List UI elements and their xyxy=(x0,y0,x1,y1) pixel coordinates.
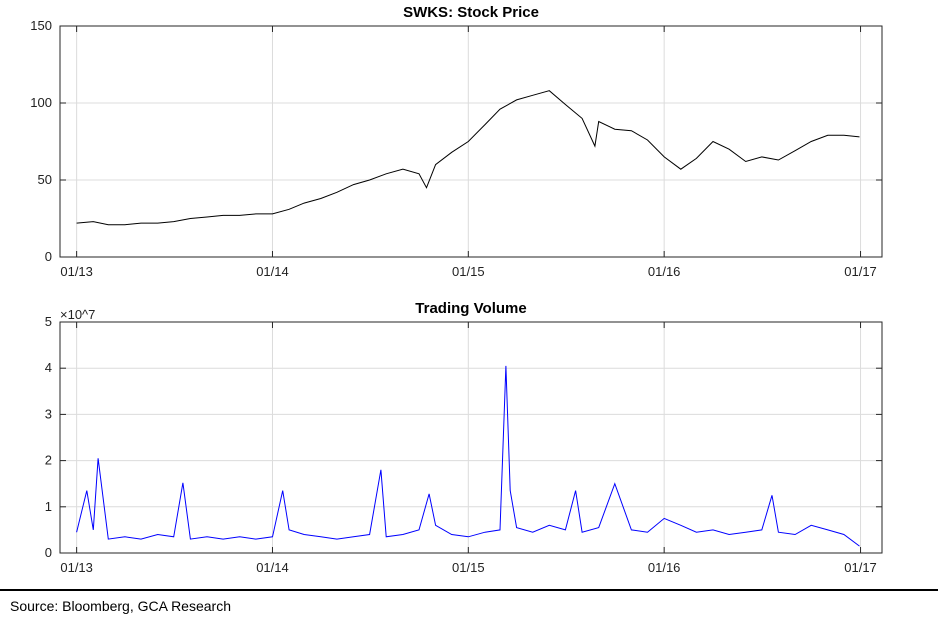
p1-xtick-label: 01/13 xyxy=(60,264,93,279)
p2-xtick-label: 01/15 xyxy=(452,560,485,575)
p2-ytick-label: 2 xyxy=(45,453,52,468)
p1-xtick-label: 01/17 xyxy=(844,264,877,279)
volume-plot-area xyxy=(59,321,883,554)
p2-ytick-label: 4 xyxy=(45,360,52,375)
price-line xyxy=(76,90,860,226)
volume-line xyxy=(76,365,860,547)
p2-xtick-label: 01/13 xyxy=(60,560,93,575)
p1-xtick-label: 01/16 xyxy=(648,264,681,279)
p1-ytick-label: 50 xyxy=(38,172,52,187)
volume-panel: 0 1 2 3 4 5 01/13 01/14 01/15 01/16 01/17 Trading … xyxy=(45,300,883,575)
p2-ytick-label: 1 xyxy=(45,499,52,514)
p1-ytick-label: 0 xyxy=(45,249,52,264)
volume-axes-ticks: 0 1 2 3 4 5 01/13 01/14 01/15 01/16 01/17 xyxy=(45,314,883,575)
price-chart-title: SWKS: Stock Price xyxy=(403,4,539,21)
price-axes-ticks: 0 50 100 150 01/13 01/14 01/15 01/16 01/17 xyxy=(30,18,883,279)
p2-ytick-label: 3 xyxy=(45,406,52,421)
p1-ytick-label: 150 xyxy=(30,18,52,33)
p2-ytick-label: 0 xyxy=(45,545,52,560)
p1-frame-border xyxy=(59,25,883,258)
p2-xtick-label: 01/17 xyxy=(844,560,877,575)
volume-chart-title: Trading Volume xyxy=(415,300,526,317)
p1-xtick-label: 01/14 xyxy=(256,264,289,279)
price-plot-area xyxy=(59,25,883,258)
p2-ytick-label: 5 xyxy=(45,314,52,329)
p2-frame-border xyxy=(59,321,883,554)
price-panel: 0 50 100 150 01/13 01/14 01/15 01/16 01/17 SWKS:… xyxy=(30,4,883,279)
p2-xtick-label: 01/14 xyxy=(256,560,289,575)
p1-xtick-label: 01/15 xyxy=(452,264,485,279)
p1-ytick-label: 100 xyxy=(30,95,52,110)
footer-divider xyxy=(0,589,938,591)
volume-multiplier: ×10^7 xyxy=(60,307,95,322)
p2-xtick-label: 01/16 xyxy=(648,560,681,575)
volume-grid xyxy=(60,322,882,553)
source-note: Source: Bloomberg, GCA Research xyxy=(10,598,231,614)
